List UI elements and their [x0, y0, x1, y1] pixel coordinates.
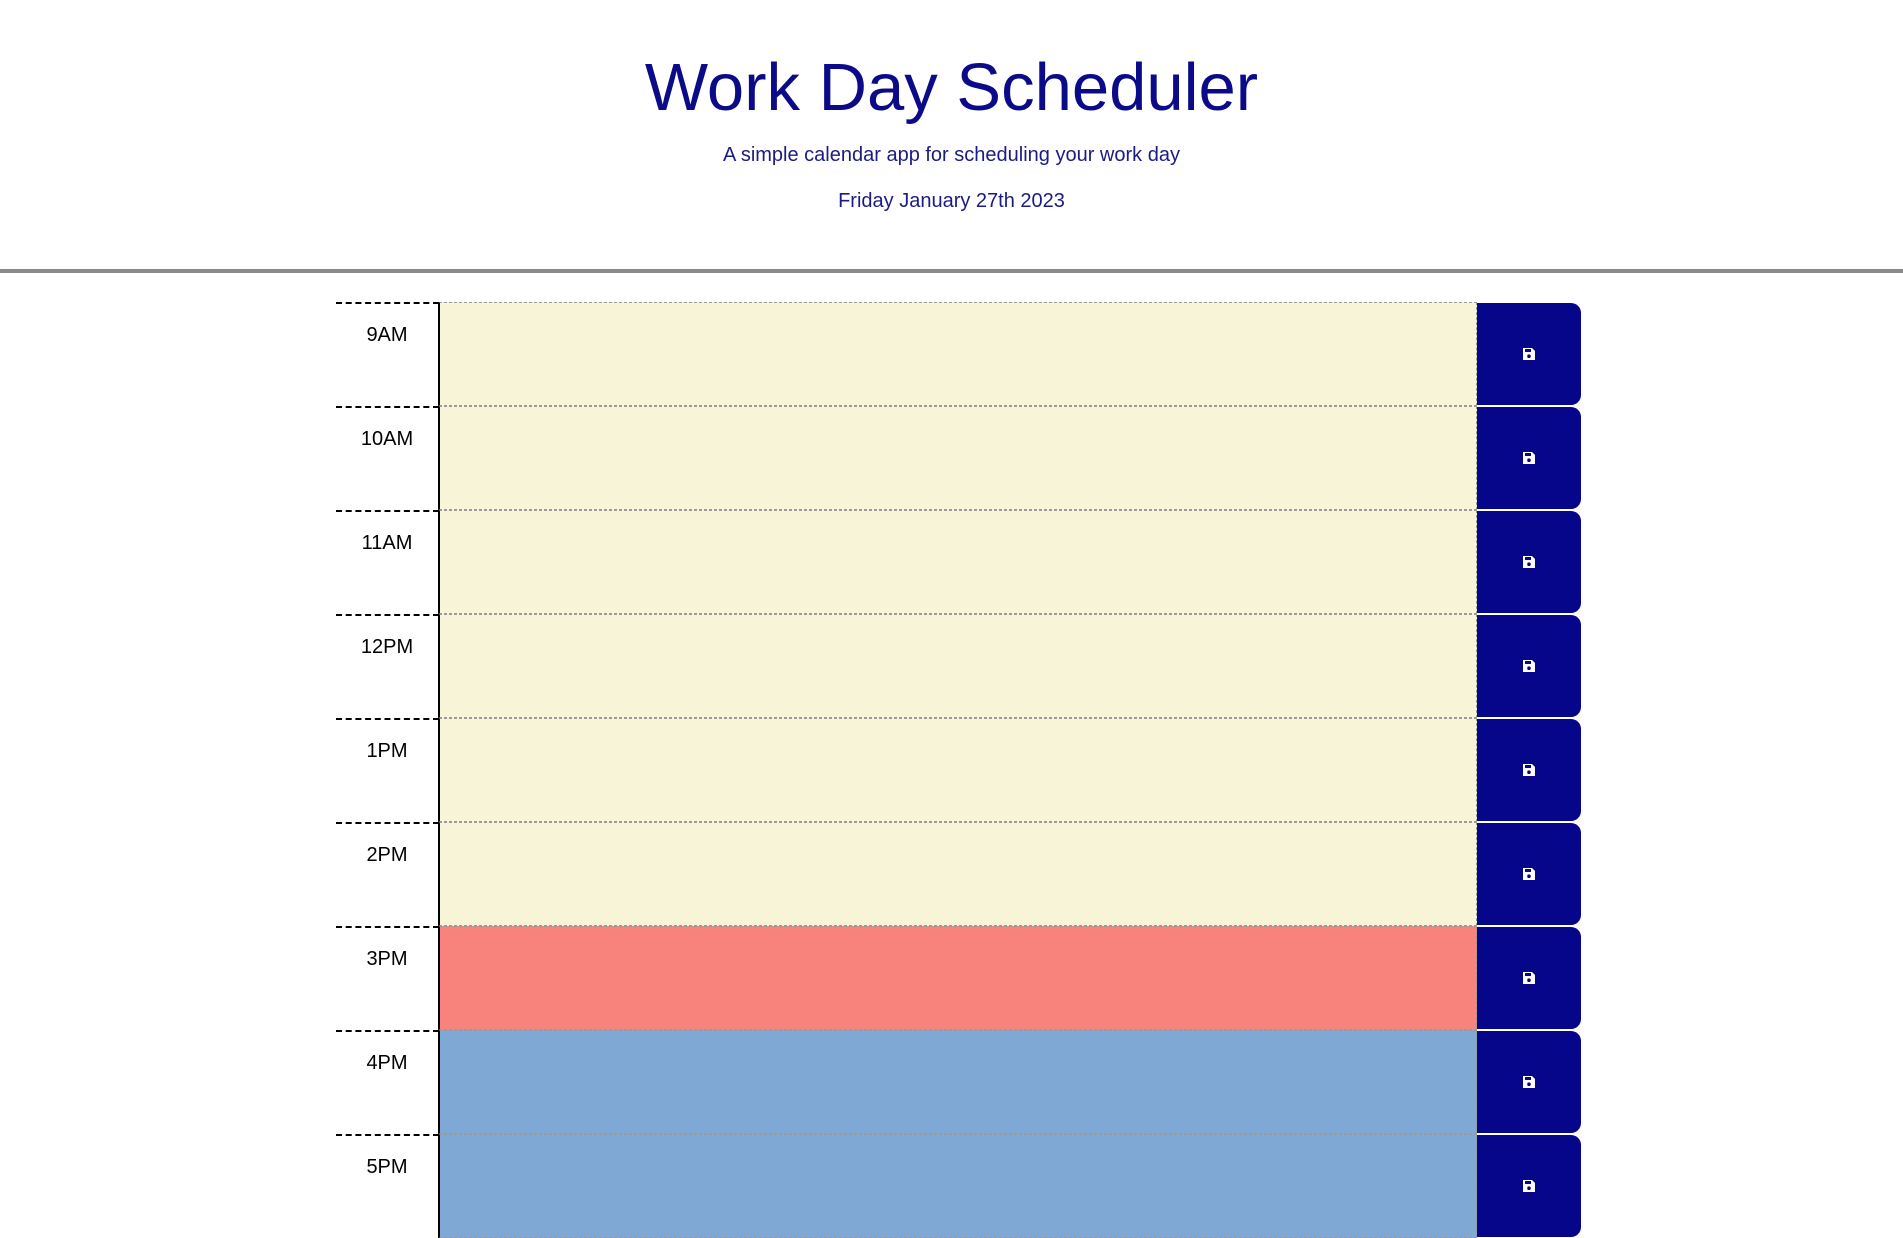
save-button[interactable]: [1477, 1031, 1581, 1133]
floppy-disk-icon: [1522, 971, 1536, 985]
floppy-disk-icon: [1522, 555, 1536, 569]
floppy-disk-icon: [1522, 1075, 1536, 1089]
event-description-input[interactable]: [439, 718, 1477, 822]
hour-label: 12PM: [336, 614, 439, 718]
save-button[interactable]: [1477, 719, 1581, 821]
save-button[interactable]: [1477, 407, 1581, 509]
floppy-disk-icon: [1522, 867, 1536, 881]
time-block-5pm: 5PM: [336, 1134, 1584, 1238]
floppy-disk-icon: [1522, 1179, 1536, 1193]
hour-label: 1PM: [336, 718, 439, 822]
hour-label: 11AM: [336, 510, 439, 614]
time-block-9am: 9AM: [336, 302, 1584, 406]
hour-label: 5PM: [336, 1134, 439, 1238]
floppy-disk-icon: [1522, 659, 1536, 673]
schedule-container: 9AM 10AM 11AM 12PM 1PM 2PM: [336, 302, 1584, 1238]
hour-label: 2PM: [336, 822, 439, 926]
event-description-input[interactable]: [439, 1030, 1477, 1134]
event-description-input[interactable]: [439, 1134, 1477, 1238]
floppy-disk-icon: [1522, 347, 1536, 361]
save-button[interactable]: [1477, 511, 1581, 613]
save-button[interactable]: [1477, 823, 1581, 925]
hour-label: 10AM: [336, 406, 439, 510]
page-subtitle: A simple calendar app for scheduling you…: [723, 144, 1180, 166]
save-button[interactable]: [1477, 927, 1581, 1029]
page-title: Work Day Scheduler: [644, 50, 1259, 125]
current-date: Friday January 27th 2023: [838, 190, 1065, 212]
event-description-input[interactable]: [439, 926, 1477, 1030]
time-block-3pm: 3PM: [336, 926, 1584, 1030]
floppy-disk-icon: [1522, 451, 1536, 465]
time-block-4pm: 4PM: [336, 1030, 1584, 1134]
time-block-11am: 11AM: [336, 510, 1584, 614]
event-description-input[interactable]: [439, 614, 1477, 718]
save-button[interactable]: [1477, 303, 1581, 405]
floppy-disk-icon: [1522, 763, 1536, 777]
time-block-10am: 10AM: [336, 406, 1584, 510]
event-description-input[interactable]: [439, 406, 1477, 510]
header: Work Day Scheduler A simple calendar app…: [0, 0, 1903, 273]
event-description-input[interactable]: [439, 510, 1477, 614]
event-description-input[interactable]: [439, 302, 1477, 406]
time-block-1pm: 1PM: [336, 718, 1584, 822]
time-block-2pm: 2PM: [336, 822, 1584, 926]
save-button[interactable]: [1477, 615, 1581, 717]
time-block-12pm: 12PM: [336, 614, 1584, 718]
hour-label: 4PM: [336, 1030, 439, 1134]
hour-label: 3PM: [336, 926, 439, 1030]
hour-label: 9AM: [336, 302, 439, 406]
save-button[interactable]: [1477, 1135, 1581, 1237]
event-description-input[interactable]: [439, 822, 1477, 926]
